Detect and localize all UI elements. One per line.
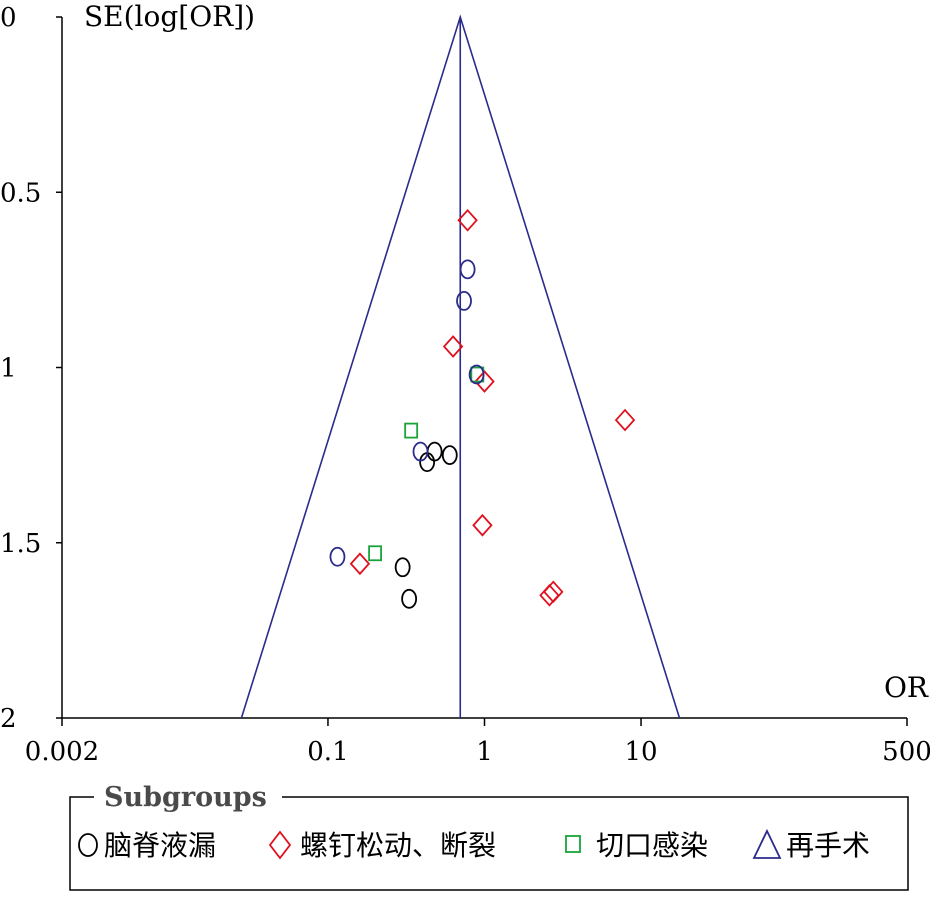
data-points <box>329 208 636 609</box>
data-point-circle <box>401 588 418 609</box>
x-tick-label: 1 <box>476 737 493 767</box>
data-point-circle <box>468 364 485 385</box>
legend-label-screw-loosening: 螺钉松动、断裂 <box>300 829 496 862</box>
legend-square-marker <box>565 835 581 853</box>
y-tick-label: 0.5 <box>0 178 41 208</box>
x-tick-label: 0.002 <box>25 737 99 767</box>
x-axis-title: OR <box>884 671 929 704</box>
y-tick-label: 0 <box>0 3 17 33</box>
data-point-circle <box>394 557 411 578</box>
legend-frame <box>69 796 909 891</box>
legend-entry-csf-leak: 脑脊液漏 <box>78 829 216 862</box>
y-tick-label: 1.5 <box>0 529 41 559</box>
data-point-diamond <box>457 208 478 232</box>
data-point-diamond <box>442 335 464 358</box>
data-point-circle <box>441 445 458 466</box>
legend-label-incision-infection: 切口感染 <box>596 829 708 862</box>
x-tick-label: 500 <box>882 737 930 767</box>
legend-label-csf-leak: 脑脊液漏 <box>104 829 216 862</box>
legend-entry-screw-loosening: 螺钉松动、断裂 <box>268 829 496 862</box>
legend-title: Subgroups <box>104 782 267 813</box>
data-point-diamond <box>543 580 564 604</box>
legend-diamond-marker <box>268 830 292 860</box>
y-ticks: 0 0.5 1 1.5 2 <box>0 3 62 734</box>
x-tick-label: 0.1 <box>307 737 348 767</box>
legend-entry-reoperation: 再手术 <box>752 828 870 862</box>
data-point-diamond <box>539 583 560 607</box>
data-point-circle <box>412 441 429 462</box>
legend-entry-incision-infection: 切口感染 <box>565 829 708 862</box>
data-point-square <box>404 422 419 439</box>
data-point-diamond <box>614 408 636 432</box>
data-point-circle <box>456 291 472 311</box>
y-axis-title: SE(log[OR]) <box>84 0 255 33</box>
y-tick-label: 2 <box>0 704 17 734</box>
data-point-square <box>368 545 382 562</box>
data-point-circle <box>426 441 443 462</box>
legend-circle-marker <box>78 833 98 857</box>
data-point-circle <box>329 546 346 567</box>
data-point-circle <box>459 259 476 280</box>
data-point-diamond <box>472 513 493 537</box>
data-point-diamond <box>474 370 495 393</box>
y-tick-label: 1 <box>0 354 17 384</box>
x-tick-label: 10 <box>624 737 657 767</box>
data-point-diamond <box>349 552 371 576</box>
legend-label-reoperation: 再手术 <box>786 829 870 862</box>
x-ticks: 0.002 0.1 1 10 500 <box>25 718 930 767</box>
legend-triangle-marker <box>752 828 782 859</box>
legend: Subgroups 脑脊液漏 螺钉松动、断裂 切口感染 再手术 <box>69 782 909 891</box>
